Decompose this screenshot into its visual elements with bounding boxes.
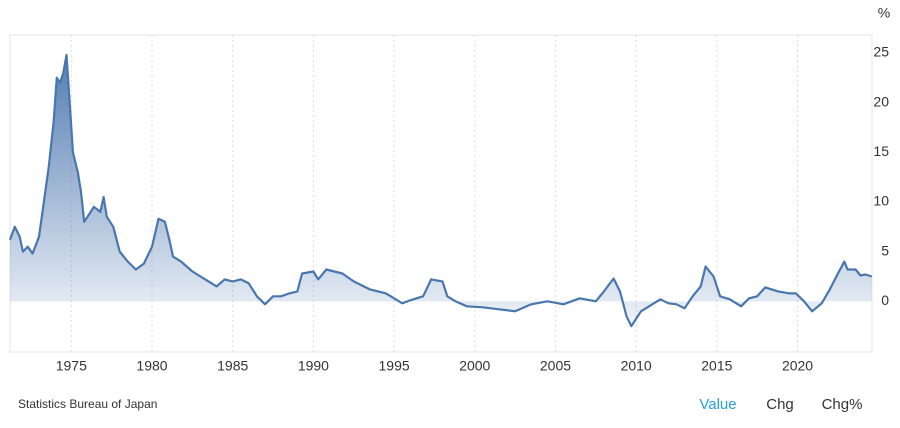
x-tick-label: 1995 [379,358,410,374]
x-tick-label: 2010 [621,358,652,374]
x-tick-label: 1990 [298,358,329,374]
y-tick-label: 25 [873,44,889,60]
x-tick-label: 2015 [701,358,732,374]
value-button[interactable]: Value [699,396,736,413]
x-tick-label: 1985 [217,358,248,374]
y-tick-label: 15 [873,143,889,159]
source: Statistics Bureau of Japan [18,397,157,411]
chg-button[interactable]: Chg [766,396,794,413]
area-fill [10,54,872,327]
y-tick-label: 5 [881,242,889,258]
plot-frame [9,34,873,353]
x-tick-label: 2005 [540,358,571,374]
chg-pct-button[interactable]: Chg% [822,396,863,413]
line [8,53,873,328]
x-tick-label: 2020 [782,358,813,374]
x-tick-label: 2000 [459,358,490,374]
x-tick-label: 1980 [136,358,167,374]
x-tick-label: 1975 [56,358,87,374]
y-tick-label: 20 [873,93,889,109]
y-tick-label: 10 [873,193,889,209]
y-unit: % [878,5,890,21]
y-tick-label: 0 [881,292,889,308]
